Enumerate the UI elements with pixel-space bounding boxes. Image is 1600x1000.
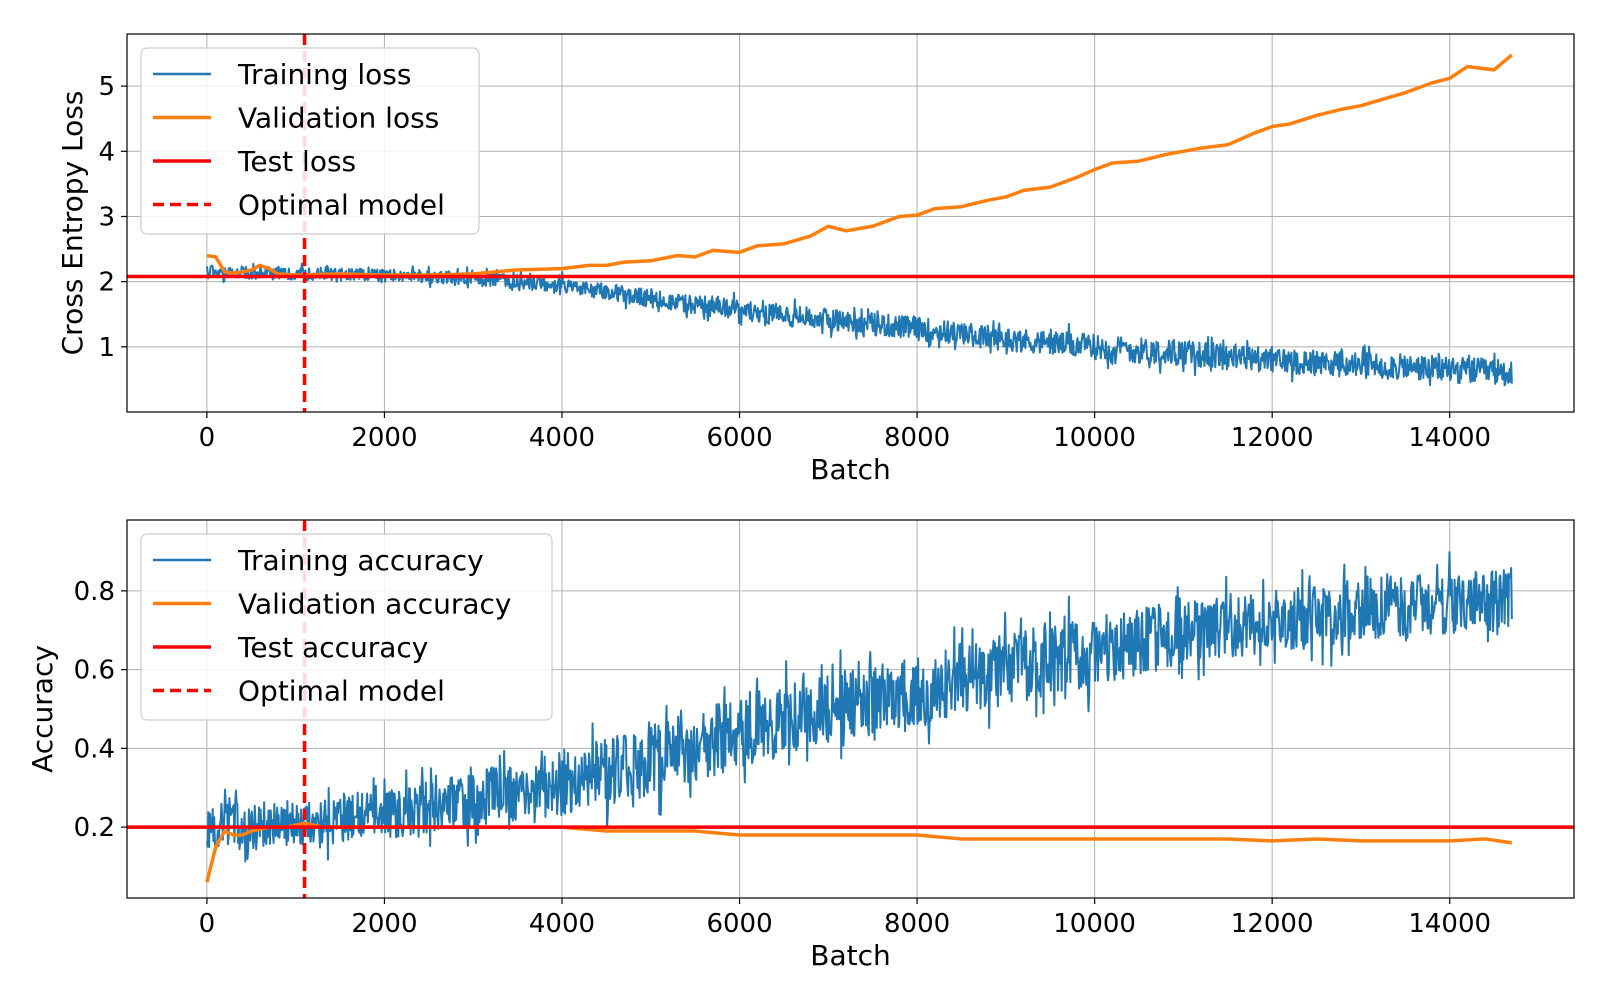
accuracy-legend-label-optimal-model: Optimal model: [238, 675, 445, 708]
loss-x-tick-label-6: 12000: [1231, 423, 1314, 453]
loss-x-tick-label-1: 2000: [351, 423, 417, 453]
loss-legend-label-training: Training loss: [237, 58, 411, 91]
loss-legend-label-test: Test loss: [237, 145, 356, 178]
loss-axes-frame: [126, 33, 1575, 413]
accuracy-legend-box: [140, 533, 553, 721]
loss-x-tick-label-2: 4000: [529, 423, 595, 453]
accuracy-y-axis-label: Accuracy: [26, 645, 59, 773]
accuracy-x-tick-label-0: 0: [199, 909, 216, 939]
loss-x-tick-label-0: 0: [199, 423, 216, 453]
loss-legend-label-optimal-model: Optimal model: [238, 189, 445, 222]
accuracy-legend: Training accuracy Validation accuracy Test…: [140, 533, 553, 721]
loss-x-tick-label-3: 6000: [706, 423, 772, 453]
accuracy-legend-label-test: Test accuracy: [237, 631, 428, 664]
loss-y-tick-label-1: 2: [98, 268, 115, 298]
accuracy-x-tick-label-5: 10000: [1053, 909, 1136, 939]
accuracy-x-tick-label-3: 6000: [706, 909, 772, 939]
loss-y-axis-label: Cross Entropy Loss: [56, 91, 89, 356]
loss-validation-series-line: [206, 53, 1513, 277]
accuracy-y-tick-label-0: 0.2: [74, 813, 115, 843]
loss-legend-label-validation: Validation loss: [238, 102, 439, 135]
accuracy-x-tick-label-7: 14000: [1408, 909, 1491, 939]
loss-y-tick-label-4: 5: [98, 72, 115, 102]
accuracy-axes-frame: [126, 519, 1575, 899]
loss-x-axis-label: Batch: [810, 453, 891, 486]
accuracy-x-tick-label-1: 2000: [351, 909, 417, 939]
loss-x-tick-label-7: 14000: [1408, 423, 1491, 453]
loss-x-tick-label-5: 10000: [1053, 423, 1136, 453]
loss-x-tick-label-4: 8000: [884, 423, 950, 453]
accuracy-legend-label-training: Training accuracy: [237, 544, 484, 577]
loss-chart: 0 2000 4000 6000 8000 10000 12000 14000 1 2 3 4 5 Bat…: [56, 33, 1575, 486]
accuracy-chart: 0 2000 4000 6000 8000 10000 12000 14000 0.2 0.4 0.…: [26, 519, 1575, 972]
accuracy-x-axis-label: Batch: [810, 939, 891, 972]
accuracy-y-tick-label-2: 0.6: [74, 656, 115, 686]
loss-y-tick-label-2: 3: [98, 202, 115, 232]
loss-y-tick-label-3: 4: [98, 137, 115, 167]
accuracy-x-tick-label-6: 12000: [1231, 909, 1314, 939]
accuracy-legend-label-validation: Validation accuracy: [238, 588, 512, 621]
accuracy-x-tick-label-4: 8000: [884, 909, 950, 939]
accuracy-y-tick-label-1: 0.4: [74, 734, 115, 764]
loss-legend: Training loss Validation loss Test loss Opt…: [140, 47, 480, 235]
accuracy-y-tick-label-3: 0.8: [74, 577, 115, 607]
loss-legend-box: [140, 47, 480, 235]
accuracy-x-tick-label-2: 4000: [529, 909, 595, 939]
loss-y-tick-label-0: 1: [98, 333, 115, 363]
accuracy-training-series-line: [205, 551, 1513, 863]
